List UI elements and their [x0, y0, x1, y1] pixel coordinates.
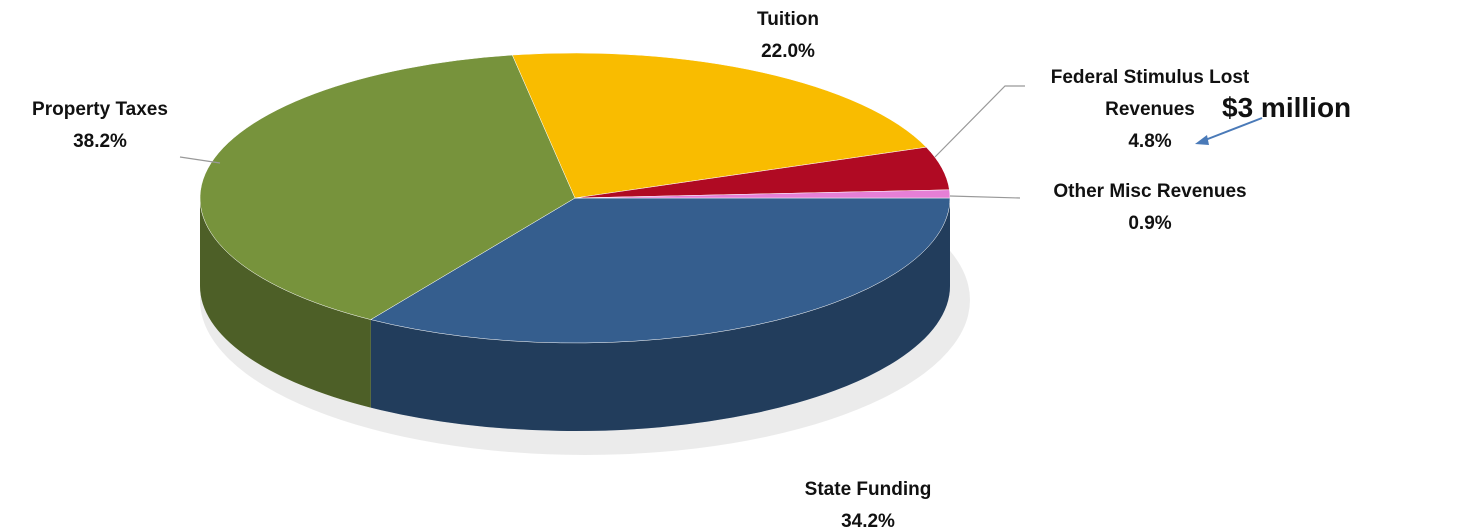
slice [511, 52, 927, 199]
slice-label: Property Taxes [32, 99, 168, 120]
slice-label: State Funding [804, 479, 932, 500]
annotation-arrow [1199, 117, 1263, 143]
slice [370, 197, 951, 344]
slice-value-label: 34.2% [841, 511, 895, 532]
slice-side-shade [370, 198, 950, 431]
slice-value-label: 4.8% [1128, 131, 1172, 152]
slice [199, 54, 576, 320]
slice-side [370, 198, 950, 431]
slice-side-shade [199, 198, 371, 408]
leader-line [949, 195, 1021, 199]
slice-value-label: 22.0% [761, 41, 815, 62]
slice-value-label: 38.2% [73, 131, 127, 152]
slice-side [199, 198, 371, 408]
slice-value-label: 0.9% [1128, 213, 1172, 234]
slice-label: Other Misc Revenues [1053, 181, 1247, 202]
annotation: $3 million [1222, 92, 1352, 123]
leader-line [179, 156, 221, 164]
leader-line [934, 85, 1025, 158]
annotation-arrowhead [1195, 135, 1209, 145]
slice-label: Federal Stimulus Lost Revenues [1050, 67, 1250, 120]
slice-label: Tuition [757, 9, 819, 30]
slice [574, 189, 951, 199]
